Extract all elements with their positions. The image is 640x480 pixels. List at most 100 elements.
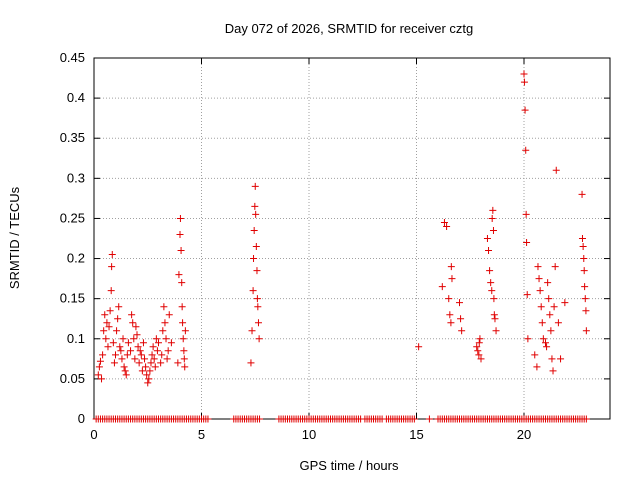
data-point <box>520 78 528 86</box>
data-point <box>415 343 423 351</box>
data-point <box>474 347 482 355</box>
data-point <box>123 351 131 359</box>
data-point <box>138 367 146 375</box>
data-point <box>165 311 173 319</box>
data-point <box>181 363 189 371</box>
data-point <box>167 339 175 347</box>
data-point <box>114 315 122 323</box>
data-point <box>410 415 418 423</box>
data-point <box>544 279 552 287</box>
data-point <box>475 351 483 359</box>
data-point <box>163 355 171 363</box>
data-point <box>127 347 135 355</box>
data-point <box>107 287 115 295</box>
data-point <box>438 283 446 291</box>
data-point <box>162 335 170 343</box>
data-point <box>251 182 259 190</box>
data-point <box>456 299 463 307</box>
data-point <box>153 347 161 355</box>
data-point <box>543 343 551 351</box>
data-point <box>131 355 139 363</box>
data-point <box>155 339 162 347</box>
data-point <box>141 355 149 363</box>
chart-title: Day 072 of 2026, SRMTID for receiver czt… <box>225 21 474 36</box>
data-point <box>204 415 212 423</box>
data-point <box>531 351 539 359</box>
data-point <box>247 359 255 367</box>
y-tick-label: 0.05 <box>60 371 85 386</box>
data-point <box>458 327 466 335</box>
data-point <box>99 351 107 359</box>
data-point <box>457 315 465 323</box>
data-point <box>581 295 589 303</box>
data-point <box>533 363 541 371</box>
data-point <box>443 222 451 230</box>
data-point <box>523 291 531 299</box>
data-point <box>98 375 106 383</box>
data-point <box>475 339 483 347</box>
data-point <box>158 351 166 359</box>
data-point <box>254 319 262 327</box>
data-point <box>147 359 155 367</box>
data-point <box>490 295 498 303</box>
data-point <box>115 303 123 311</box>
data-point <box>128 311 136 319</box>
plot-frame <box>93 57 611 420</box>
data-point <box>179 319 187 327</box>
data-point <box>425 415 433 423</box>
data-point <box>522 146 530 154</box>
data-point <box>483 235 491 242</box>
data-point <box>178 303 186 311</box>
data-point <box>578 190 586 198</box>
grid-lines <box>94 58 610 419</box>
data-point <box>94 371 102 379</box>
data-point <box>581 283 589 291</box>
y-tick-label: 0.2 <box>67 251 85 266</box>
data-point <box>96 357 104 365</box>
data-point <box>132 323 140 331</box>
data-point <box>545 295 553 303</box>
data-point <box>179 335 187 343</box>
data-point <box>117 347 125 355</box>
data-point <box>253 295 261 303</box>
data-point <box>561 299 569 307</box>
data-point <box>104 343 112 351</box>
data-point <box>106 307 114 315</box>
data-point <box>547 327 555 335</box>
data-point <box>252 243 260 251</box>
data-point <box>578 235 586 242</box>
data-points <box>92 70 590 423</box>
data-point <box>105 323 113 331</box>
data-point <box>130 335 138 343</box>
data-point <box>535 275 543 283</box>
data-point <box>120 363 128 371</box>
data-point <box>249 287 257 295</box>
data-point <box>119 335 127 343</box>
data-point <box>112 351 119 359</box>
data-point <box>557 355 565 363</box>
data-point <box>476 335 484 343</box>
data-point <box>254 303 262 311</box>
data-point <box>174 359 182 367</box>
data-point <box>149 343 157 351</box>
data-point <box>175 271 183 279</box>
data-point <box>137 351 145 359</box>
data-point <box>548 355 556 363</box>
data-point <box>133 331 141 339</box>
data-point <box>447 263 455 271</box>
y-axis-label: SRMTID / TECUs <box>7 186 22 289</box>
y-tick-label: 0.1 <box>67 331 85 346</box>
data-point <box>146 367 154 375</box>
data-point <box>116 343 124 351</box>
data-point <box>177 247 185 255</box>
data-point <box>488 287 496 295</box>
data-point <box>160 303 168 311</box>
data-point <box>524 335 532 343</box>
data-point <box>448 275 456 283</box>
data-point <box>164 347 172 355</box>
data-point <box>489 226 497 234</box>
data-point <box>488 214 496 222</box>
y-tick-label: 0.25 <box>60 210 85 225</box>
data-point <box>151 363 159 371</box>
